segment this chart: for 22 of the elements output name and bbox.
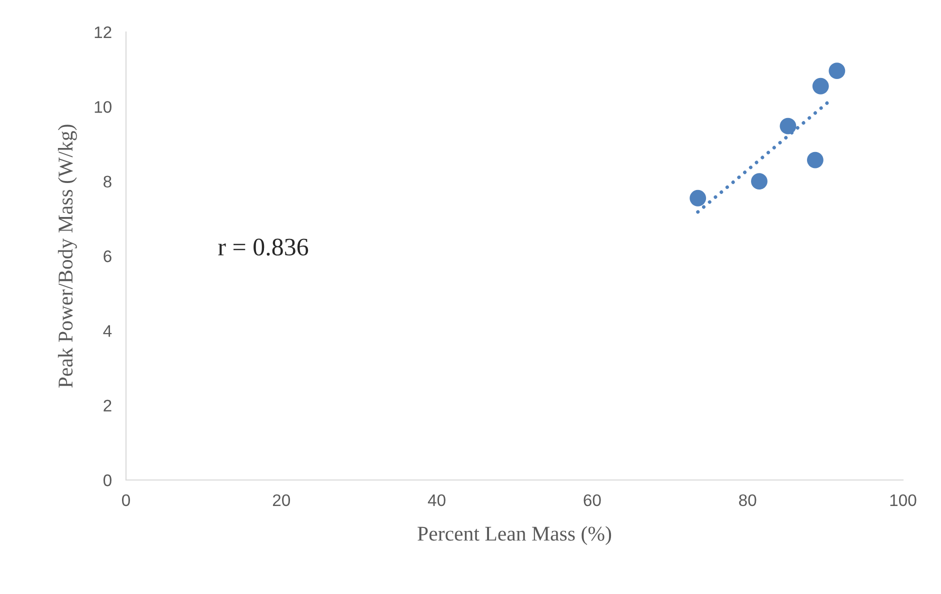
point (806, 152, 824, 168)
point (780, 118, 796, 134)
x-tick-label: 100 (890, 494, 916, 506)
annotation: r = 0.836 (218, 238, 308, 256)
x-tick-label: 60 (584, 494, 601, 506)
y-tick-label: 6 (104, 250, 112, 262)
y-tick-label: 8 (104, 176, 112, 188)
point (751, 173, 768, 190)
y-tick-label: 0 (103, 474, 112, 486)
y-tick-label: 10 (94, 101, 112, 113)
point (828, 62, 846, 80)
y-tick-label: 2 (104, 400, 112, 412)
x-tick-label: 0 (122, 494, 130, 506)
x-axis-title: Percent Lean Mass (%) (418, 526, 612, 545)
x-tick-label: 20 (272, 494, 290, 506)
y-tick-label: 4 (103, 325, 112, 337)
y-axis-title: Peak Power/Body Mass (W/kg) (58, 124, 77, 388)
x-tick-label: 80 (739, 494, 756, 506)
point (812, 78, 829, 94)
point (690, 190, 706, 206)
x-tick-label: 40 (428, 494, 446, 506)
y-tick-label: 12 (94, 26, 112, 38)
